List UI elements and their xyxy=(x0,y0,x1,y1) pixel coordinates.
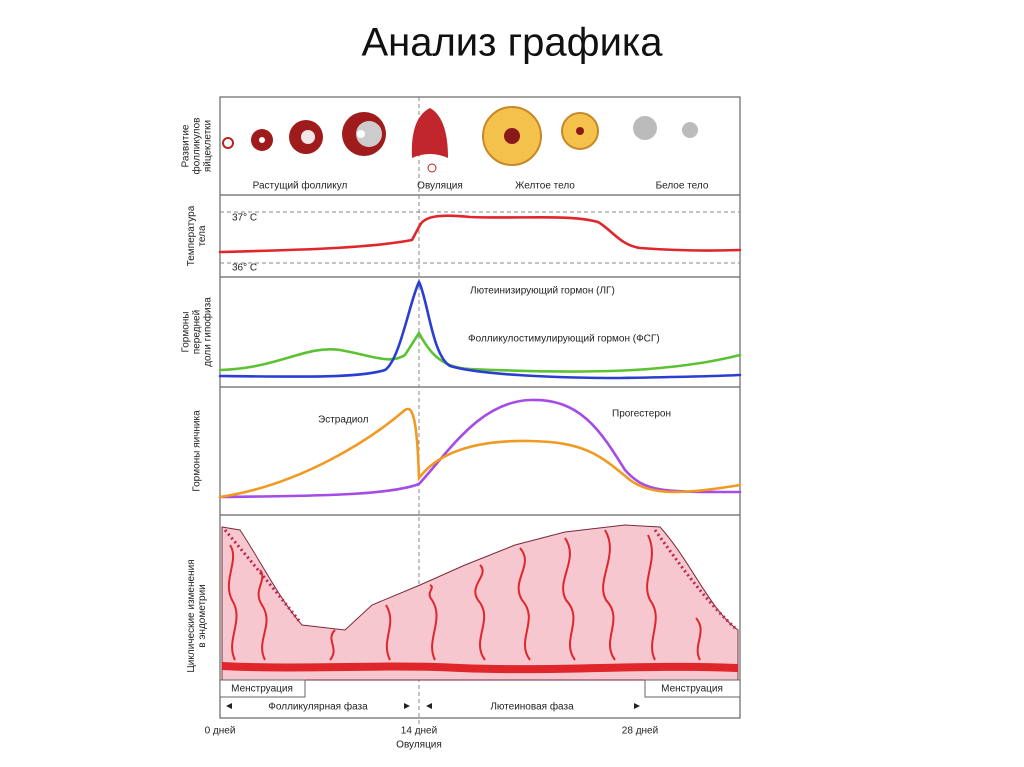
annotation: Растущий фолликул xyxy=(253,180,348,192)
follicle-icons xyxy=(222,106,698,173)
timeline-label: 14 дней xyxy=(401,726,437,737)
panel-label: в эндометрии xyxy=(197,584,208,648)
annotation: 37° C xyxy=(232,213,257,224)
phase-label: Лютеиновая фаза xyxy=(490,701,574,713)
panel-label: передней xyxy=(192,310,203,354)
fsh-curve xyxy=(218,330,742,373)
phase-label: Менструация xyxy=(231,684,293,695)
annotation: Овуляция xyxy=(417,181,463,192)
title: Анализ графика xyxy=(361,21,663,65)
panel-label: фолликулов xyxy=(191,118,203,175)
annotation: Эстрадиол xyxy=(318,415,369,426)
panel-label: Циклические изменения xyxy=(186,559,197,672)
panel-label: Температура xyxy=(186,205,197,266)
estradiol-curve xyxy=(218,407,742,499)
timeline-label: 0 дней xyxy=(205,726,236,737)
progesterone-curve xyxy=(218,398,742,499)
frames xyxy=(219,96,741,725)
timeline-label: Овуляция xyxy=(396,740,442,751)
temperature-curve xyxy=(218,214,742,254)
endometrium xyxy=(219,524,741,709)
annotation: Прогестерон xyxy=(612,409,671,420)
timeline-label: 28 дней xyxy=(622,726,658,737)
side-labels: Развитие фолликулов яйцеклетки Температура т… xyxy=(181,118,214,673)
lh-curve xyxy=(218,279,742,380)
panel-label: Гормоны яичника xyxy=(192,410,203,492)
annotation: Фолликулостимулирующий гормон (ФСГ) xyxy=(468,334,660,345)
phase-label: Менструация xyxy=(661,684,723,695)
panel-label: доли гипофиза xyxy=(202,297,214,367)
annotation: Белое тело xyxy=(656,181,709,192)
panel-label: Гормоны xyxy=(181,311,192,352)
annotation: Лютеинизирующий гормон (ЛГ) xyxy=(470,286,615,297)
labels: Растущий фолликул Овуляция Желтое тело Б… xyxy=(205,180,723,751)
phase-label: Фолликулярная фаза xyxy=(268,701,368,713)
panel-label: Развитие xyxy=(181,124,192,167)
annotation: Желтое тело xyxy=(515,181,575,192)
annotation: 36° C xyxy=(232,263,257,274)
panel-label: яйцеклетки xyxy=(203,120,214,172)
panel-label: тела xyxy=(197,225,208,247)
